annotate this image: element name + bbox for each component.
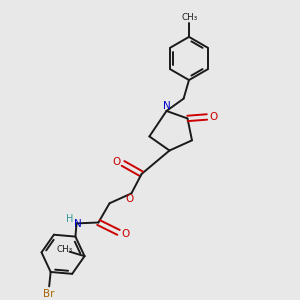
Text: O: O [121, 229, 129, 239]
Text: O: O [112, 157, 121, 167]
Text: O: O [126, 194, 134, 204]
Text: CH₃: CH₃ [56, 245, 72, 254]
Text: Br: Br [44, 289, 55, 298]
Text: CH₃: CH₃ [181, 13, 197, 22]
Text: N: N [163, 101, 170, 111]
Text: H: H [66, 214, 74, 224]
Text: N: N [74, 219, 82, 229]
Text: O: O [209, 112, 218, 122]
